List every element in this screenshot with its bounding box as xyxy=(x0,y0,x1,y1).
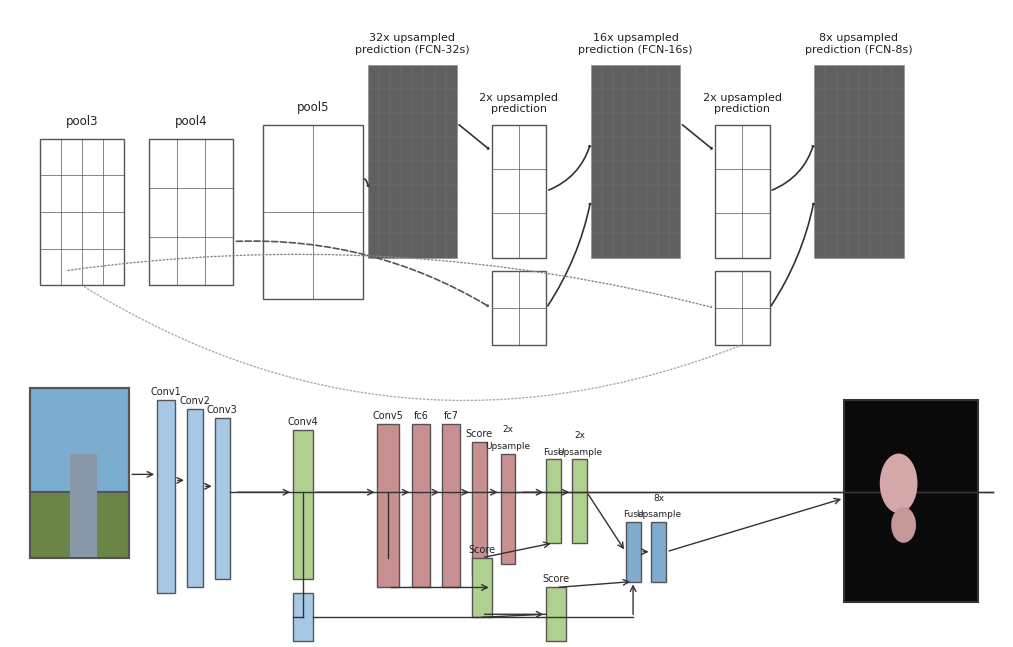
Text: 2x: 2x xyxy=(502,425,514,434)
Text: pool4
prediction: pool4 prediction xyxy=(491,272,547,293)
Text: Upsample: Upsample xyxy=(557,448,602,457)
Text: 2x upsampled
prediction: 2x upsampled prediction xyxy=(479,93,558,115)
Bar xyxy=(491,272,546,345)
Bar xyxy=(157,400,175,593)
Text: Upsample: Upsample xyxy=(485,441,531,450)
Bar xyxy=(500,454,516,564)
Bar xyxy=(215,418,230,578)
Bar xyxy=(491,125,546,258)
Bar xyxy=(472,558,491,617)
Text: Fuse: Fuse xyxy=(623,510,643,519)
Text: Score: Score xyxy=(543,575,569,584)
Text: 8x upsampled
prediction (FCN-8s): 8x upsampled prediction (FCN-8s) xyxy=(805,33,913,55)
Text: Conv1: Conv1 xyxy=(151,387,181,397)
Bar xyxy=(30,388,130,492)
Text: pool3
prediction: pool3 prediction xyxy=(714,272,770,293)
Text: 8x: 8x xyxy=(653,494,665,503)
Bar xyxy=(546,459,561,543)
Bar xyxy=(572,459,587,543)
Text: 32x upsampled
prediction (FCN-32s): 32x upsampled prediction (FCN-32s) xyxy=(355,33,469,55)
Bar xyxy=(715,125,770,258)
Bar xyxy=(368,65,457,258)
Text: fc6: fc6 xyxy=(413,411,428,421)
Text: Conv5: Conv5 xyxy=(373,411,404,421)
Text: Score: Score xyxy=(466,429,492,439)
Bar xyxy=(30,388,130,558)
Text: 16x upsampled
prediction (FCN-16s): 16x upsampled prediction (FCN-16s) xyxy=(578,33,693,55)
Text: pool4: pool4 xyxy=(175,115,208,128)
Bar xyxy=(591,65,681,258)
Bar xyxy=(30,492,130,558)
Text: Conv2: Conv2 xyxy=(179,396,211,406)
Text: Conv3: Conv3 xyxy=(207,405,237,415)
Ellipse shape xyxy=(879,454,918,513)
Bar xyxy=(412,424,431,587)
Bar xyxy=(186,409,203,587)
Text: pool3: pool3 xyxy=(66,115,98,128)
Bar xyxy=(472,442,486,576)
Bar xyxy=(70,454,97,558)
Bar xyxy=(844,400,978,602)
Text: 2x: 2x xyxy=(574,431,585,440)
Bar xyxy=(293,430,313,578)
Text: Upsample: Upsample xyxy=(636,510,682,519)
Bar xyxy=(715,272,770,345)
Bar xyxy=(263,125,363,300)
Bar xyxy=(442,424,460,587)
Bar xyxy=(651,522,667,582)
Bar xyxy=(546,587,566,641)
Bar xyxy=(293,593,313,641)
Bar xyxy=(149,138,234,285)
Text: fc7: fc7 xyxy=(444,411,459,421)
Bar xyxy=(814,65,904,258)
Bar xyxy=(626,522,640,582)
Ellipse shape xyxy=(891,507,916,543)
Bar xyxy=(40,138,125,285)
Text: Score: Score xyxy=(468,545,495,554)
Text: 2x upsampled
prediction: 2x upsampled prediction xyxy=(703,93,782,115)
Text: pool5: pool5 xyxy=(297,102,329,115)
Text: Conv4: Conv4 xyxy=(288,417,318,427)
Bar xyxy=(378,424,399,587)
Text: Fuse: Fuse xyxy=(543,448,564,457)
